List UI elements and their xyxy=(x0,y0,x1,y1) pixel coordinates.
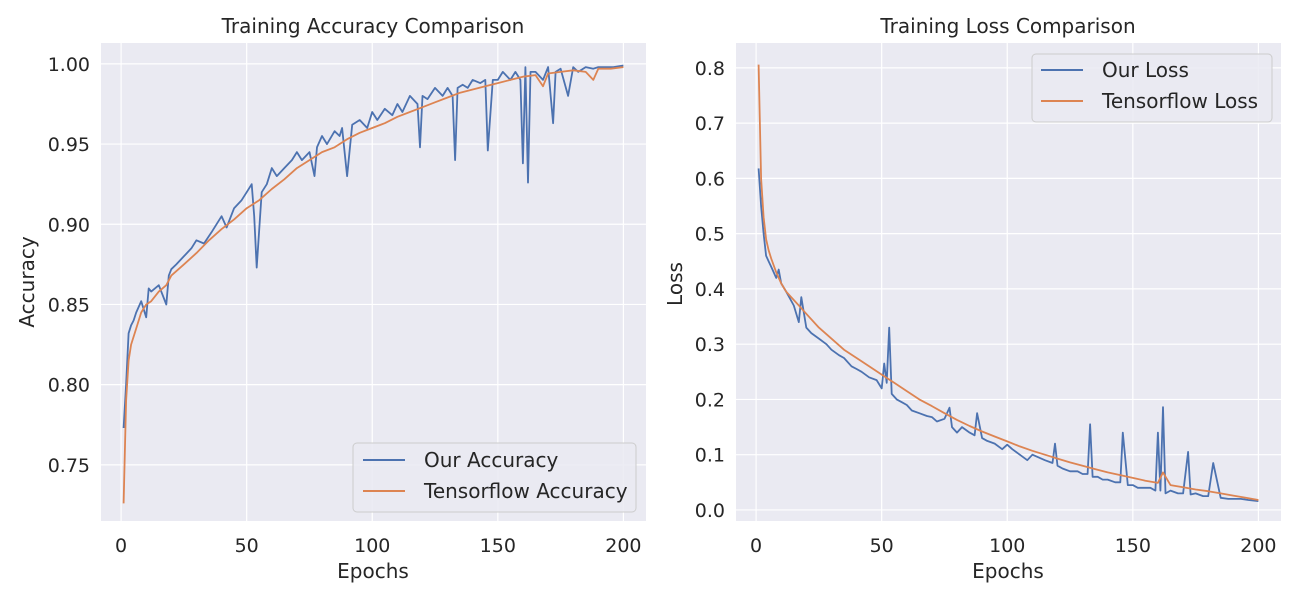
accuracy-plot-area xyxy=(101,43,646,521)
loss-x-tick-label: 150 xyxy=(1115,535,1151,557)
loss-chart: 0 50 100 150 2000.00.10.20.30.40.50.60.70.8 … xyxy=(663,14,1281,583)
loss-series-line-our xyxy=(757,168,1259,502)
accuracy-y-axis-label: Accuracy xyxy=(15,236,39,327)
loss-y-tick-label: 0.2 xyxy=(695,389,725,411)
accuracy-y-tick-label: 0.75 xyxy=(48,455,90,477)
loss-y-tick-label: 0.3 xyxy=(695,334,725,356)
loss-ticks: 0 50 100 150 200 0.0 0.1 0.2 0.3 0.4 0.5 0.6 0.7 0.8 xyxy=(695,58,1277,557)
loss-y-tick-label: 0.6 xyxy=(695,168,725,190)
accuracy-x-tick-label: 0 xyxy=(115,535,127,557)
loss-y-tick-label: 0.5 xyxy=(695,224,725,246)
accuracy-chart-title: Training Accuracy Comparison xyxy=(221,14,525,38)
accuracy-x-tick-label: 200 xyxy=(605,535,641,557)
loss-y-tick-label: 0.7 xyxy=(695,113,725,135)
accuracy-series xyxy=(122,64,624,504)
accuracy-y-tick-label: 0.85 xyxy=(48,294,90,316)
accuracy-grid xyxy=(101,43,646,521)
loss-y-tick-label: 0.4 xyxy=(695,279,725,301)
accuracy-x-tick-label: 100 xyxy=(354,535,390,557)
accuracy-y-tick-label: 0.80 xyxy=(48,375,90,397)
accuracy-ticks: 0 50 100 150 200 0.75 0.80 0.85 0.90 0.95 1.00 xyxy=(48,54,642,557)
accuracy-chart: 0 50 100 150 200 0.75 0.80 0.85 0.90 0.95 1.00 Tra… xyxy=(15,14,646,583)
accuracy-series-line-tensorflow xyxy=(122,66,624,504)
accuracy-x-axis-label: Epochs xyxy=(337,559,409,583)
loss-x-tick-label: 200 xyxy=(1240,535,1276,557)
accuracy-legend-label-tensorflow: Tensorflow Accuracy xyxy=(423,479,628,503)
loss-series-line-tensorflow xyxy=(757,64,1259,501)
loss-x-tick-label: 100 xyxy=(989,535,1025,557)
loss-legend-label-our: Our Loss xyxy=(1102,58,1189,82)
loss-x-tick-label: 0 xyxy=(750,535,762,557)
loss-legend-box xyxy=(1031,53,1273,123)
loss-y-tick-label: 0.0 xyxy=(695,500,725,522)
loss-chart-title: Training Loss Comparison xyxy=(879,14,1135,38)
accuracy-series-line-our xyxy=(122,64,624,429)
loss-x-axis-label: Epochs xyxy=(972,559,1044,583)
loss-y-tick-label: 0.8 xyxy=(695,58,725,80)
loss-series xyxy=(757,64,1259,502)
loss-y-axis-label: Loss xyxy=(663,262,687,306)
accuracy-legend: Our Accuracy Tensorflow Accuracy xyxy=(352,442,637,513)
loss-legend: Our Loss Tensorflow Loss xyxy=(1031,53,1273,123)
accuracy-y-tick-label: 0.90 xyxy=(48,214,90,236)
loss-x-tick-label: 50 xyxy=(870,535,894,557)
accuracy-x-tick-label: 50 xyxy=(235,535,259,557)
accuracy-legend-box xyxy=(352,442,637,513)
accuracy-x-tick-label: 150 xyxy=(480,535,516,557)
accuracy-y-tick-label: 0.95 xyxy=(48,134,90,156)
loss-y-tick-label: 0.1 xyxy=(695,445,725,467)
accuracy-legend-label-our: Our Accuracy xyxy=(424,448,558,472)
accuracy-y-tick-label: 1.00 xyxy=(48,54,90,76)
loss-legend-label-tensorflow: Tensorflow Loss xyxy=(1101,89,1258,113)
